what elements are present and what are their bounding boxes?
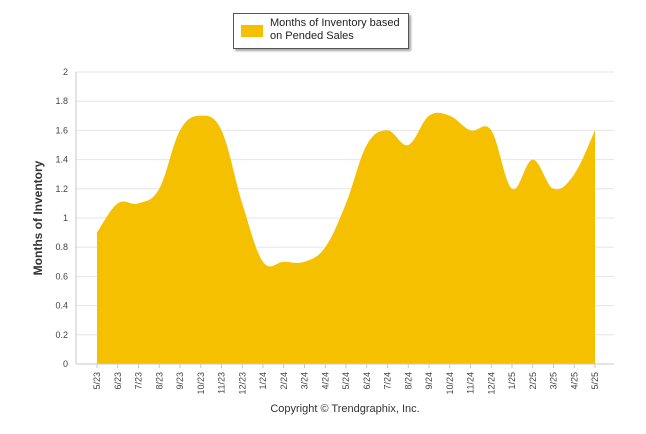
- x-tick-label: 11/23: [217, 372, 227, 394]
- x-tick-label: 4/24: [320, 372, 330, 390]
- x-tick-label: 9/24: [424, 372, 434, 390]
- x-tick-label: 7/23: [134, 372, 144, 390]
- x-tick-label: 8/24: [403, 372, 413, 390]
- x-tick-label: 10/24: [445, 372, 455, 395]
- x-tick-label: 2/24: [279, 372, 289, 390]
- y-tick-label: 1.8: [55, 96, 68, 106]
- y-tick-label: 0.6: [55, 271, 68, 281]
- x-tick-label: 3/24: [300, 372, 310, 390]
- y-axis-ticks: 0 0.2 0.4 0.6 0.8 1 1.2 1.4 1.6 1.8 2: [55, 67, 68, 369]
- series-area: [96, 112, 596, 365]
- x-tick-label: 7/24: [383, 372, 393, 390]
- y-tick-label: 0.2: [55, 330, 68, 340]
- y-tick-label: 0: [63, 359, 68, 369]
- x-tick-label: 10/23: [196, 372, 206, 395]
- y-tick-label: 0.4: [55, 301, 68, 311]
- copyright-text: Copyright © Trendgraphix, Inc.: [270, 403, 420, 415]
- x-tick-label: 1/25: [507, 372, 517, 390]
- y-tick-label: 1.2: [55, 184, 68, 194]
- x-tick-label: 5/25: [590, 372, 600, 390]
- y-tick-label: 1.4: [55, 155, 68, 165]
- y-tick-label: 2: [63, 67, 68, 77]
- x-tick-label: 1/24: [258, 372, 268, 390]
- x-axis-ticks: 5/23 6/23 7/23 8/23 9/23 10/23 11/23 12/23 1/24 2…: [92, 364, 600, 395]
- x-tick-label: 5/23: [92, 372, 102, 390]
- x-tick-label: 12/24: [486, 372, 496, 395]
- legend-label: Months of Inventory based on Pended Sale…: [270, 17, 400, 42]
- y-tick-label: 1.6: [55, 125, 68, 135]
- x-tick-label: 4/25: [569, 372, 579, 390]
- legend: Months of Inventory based on Pended Sale…: [233, 13, 409, 49]
- x-tick-label: 9/23: [175, 372, 185, 390]
- x-tick-label: 12/23: [237, 372, 247, 395]
- x-tick-label: 6/23: [113, 372, 123, 390]
- y-tick-label: 1: [63, 213, 68, 223]
- axes: [75, 72, 614, 365]
- x-tick-label: 11/24: [466, 372, 476, 394]
- x-tick-label: 3/25: [549, 372, 559, 390]
- legend-swatch: [241, 25, 263, 37]
- area-fill: [97, 112, 595, 365]
- y-axis-title: Months of Inventory: [31, 160, 45, 275]
- x-tick-label: 6/24: [362, 372, 372, 390]
- x-tick-label: 5/24: [341, 372, 351, 390]
- x-tick-label: 2/25: [528, 372, 538, 390]
- y-tick-label: 0.8: [55, 242, 68, 252]
- x-tick-label: 8/23: [154, 372, 164, 390]
